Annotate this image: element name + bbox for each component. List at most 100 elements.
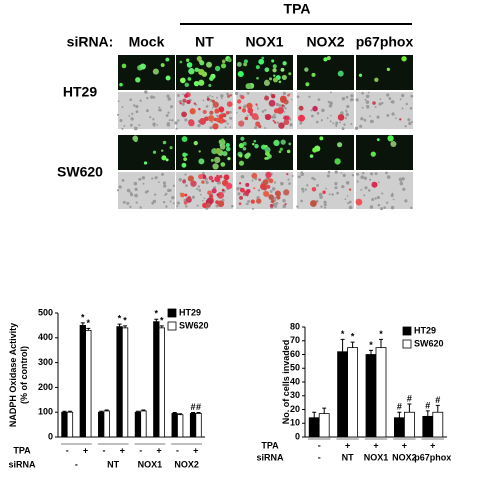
bf-speck (327, 170, 331, 174)
legend-label: SW620 (414, 338, 444, 348)
stain-spot (202, 202, 208, 209)
bf-speck (391, 112, 395, 116)
cell-spot (305, 82, 310, 87)
bf-speck (361, 106, 364, 109)
bf-speck (132, 104, 136, 107)
bf-speck (350, 98, 354, 102)
y-tick-label: 200 (38, 382, 53, 392)
bar (61, 411, 68, 438)
bf-speck (184, 173, 187, 176)
bf-speck (139, 99, 142, 102)
cell-spot (376, 138, 380, 142)
bar (116, 326, 123, 438)
bar (134, 411, 142, 438)
bf-speck (226, 122, 229, 125)
stain-spot (188, 119, 195, 127)
bf-speck (264, 108, 267, 112)
y-axis-label: NADPH Oxidase Activity(% of control) (8, 323, 29, 427)
bf-speck (118, 185, 122, 189)
bf-speck (152, 122, 156, 126)
bf-speck (392, 198, 395, 201)
bf-speck (356, 99, 359, 102)
bf-speck (363, 194, 366, 197)
bf-speck (377, 181, 380, 184)
bf-speck (335, 121, 339, 125)
bf-speck (209, 98, 213, 102)
tpa-sign: + (345, 440, 350, 450)
error-bar (191, 411, 196, 414)
bf-speck (130, 123, 133, 126)
stain-spot (372, 101, 376, 105)
cell-spot (160, 63, 165, 67)
cell-spot (225, 143, 230, 148)
bf-speck (334, 186, 338, 190)
cell-spot (252, 142, 255, 146)
stain-spot (263, 190, 270, 197)
cell-spot (220, 162, 224, 166)
cell-spot (278, 150, 282, 154)
stain-spot (250, 199, 255, 204)
stain-spot (246, 188, 251, 194)
cell-spot (220, 63, 227, 69)
legend-swatch (402, 326, 412, 336)
bf-speck (138, 124, 141, 127)
stain-spot (238, 182, 242, 185)
bf-speck (299, 121, 303, 125)
bf-speck (374, 197, 377, 200)
bf-speck (345, 113, 349, 117)
cell-spot (165, 57, 170, 62)
bf-speck (171, 119, 174, 122)
bf-speck (369, 115, 371, 118)
tpa-sign: - (176, 445, 179, 455)
tpa-sign: - (102, 445, 105, 455)
significance-marker: * (369, 340, 373, 350)
cell-spot (264, 151, 270, 157)
bar (432, 411, 444, 438)
stain-spot (239, 195, 243, 200)
bf-speck (348, 206, 352, 209)
bf-speck (364, 98, 367, 101)
bf-speck (202, 99, 205, 102)
stain-spot (216, 193, 220, 197)
y-axis-label-line: (% of control) (19, 346, 29, 404)
row-label: siRNA (256, 452, 284, 462)
tpa-sign: + (120, 445, 125, 455)
bf-speck (128, 114, 131, 117)
bf-speck (399, 181, 404, 186)
bf-speck (231, 204, 234, 208)
y-tick-label: 100 (38, 407, 53, 417)
cell-spot (221, 59, 226, 64)
cell-spot (182, 152, 187, 158)
bf-speck (172, 184, 176, 187)
bf-speck (336, 191, 339, 195)
bf-speck (390, 193, 394, 197)
bf-speck (334, 181, 338, 186)
y-axis-label: No. of cells invaded (281, 340, 291, 425)
cell-spot (188, 68, 195, 75)
bf-speck (165, 192, 168, 196)
cell-spot (311, 72, 316, 77)
bf-speck (398, 177, 403, 182)
tpa-sign: - (66, 445, 69, 455)
bf-speck (116, 189, 120, 192)
cell-spot (139, 63, 146, 70)
cell-spot (143, 161, 148, 165)
cell-spot (374, 77, 379, 82)
stain-spot (190, 180, 197, 187)
cell-spot (256, 76, 259, 80)
cell-spot (198, 150, 201, 153)
bf-speck (199, 193, 202, 196)
significance-marker: * (81, 312, 85, 322)
cell-spot (264, 146, 271, 153)
bf-speck (129, 205, 132, 209)
bf-speck (329, 101, 333, 105)
cell-spot (152, 68, 159, 75)
stain-spot (206, 202, 211, 208)
y-tick-label: 50 (290, 363, 300, 373)
bar (337, 351, 349, 438)
row-label: SW620 (57, 164, 103, 180)
bf-speck (196, 204, 199, 207)
bf-speck (311, 176, 315, 180)
bf-speck (361, 91, 364, 95)
bf-speck (323, 203, 327, 207)
